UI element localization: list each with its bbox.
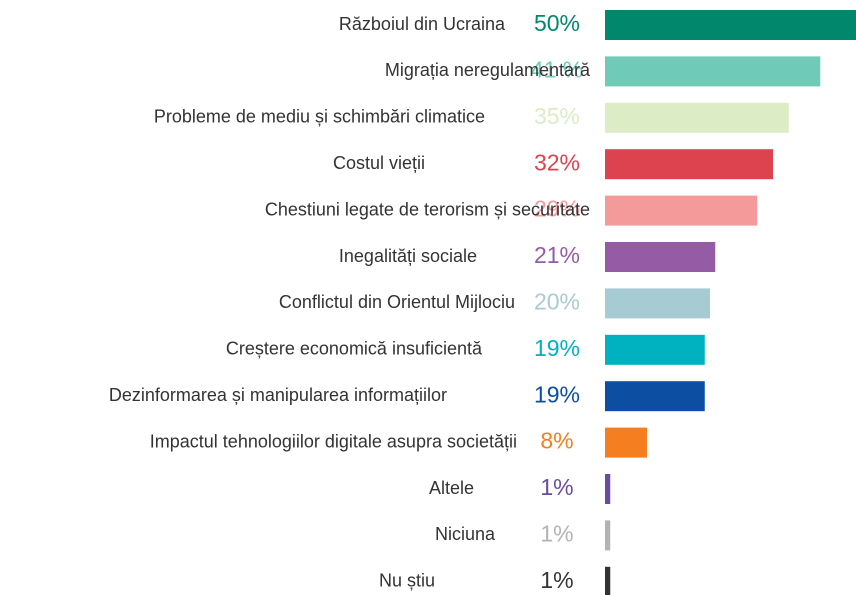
- bar: [605, 474, 611, 504]
- value-label: 50%: [534, 10, 580, 36]
- category-label: Impactul tehnologiilor digitale asupra s…: [150, 431, 517, 451]
- value-label: 35%: [534, 103, 580, 129]
- bar: [605, 242, 716, 272]
- value-label: 8%: [540, 428, 573, 454]
- bar: [605, 10, 856, 40]
- bar: [605, 520, 611, 551]
- value-label: 20%: [534, 288, 580, 314]
- bar: [605, 566, 611, 595]
- category-label: Altele: [429, 478, 474, 498]
- bar: [605, 102, 789, 133]
- bar: [605, 149, 773, 180]
- value-label: 41 %: [531, 56, 583, 82]
- value-label: 1%: [540, 474, 573, 500]
- value-label: 21%: [534, 242, 580, 268]
- value-label: 19%: [534, 335, 580, 361]
- category-label: Niciuna: [435, 524, 496, 544]
- category-label: Conflictul din Orientul Mijlociu: [279, 292, 515, 312]
- bar: [605, 427, 647, 458]
- bar: [605, 381, 705, 412]
- value-label: 1%: [540, 520, 573, 546]
- bar: [605, 56, 821, 87]
- category-label: Dezinformarea și manipularea informațiil…: [109, 385, 447, 405]
- bar: [605, 334, 705, 365]
- category-label: Inegalități sociale: [339, 246, 477, 266]
- value-label: 32%: [534, 149, 580, 175]
- bar: [605, 195, 758, 226]
- value-label: 19%: [534, 381, 580, 407]
- bar: [605, 288, 710, 319]
- value-label: 29%: [534, 196, 580, 222]
- category-label: Probleme de mediu și schimbări climatice: [154, 107, 485, 127]
- category-label: Nu știu: [379, 571, 435, 591]
- category-label: Costul vieții: [333, 153, 425, 173]
- category-label: Migrația neregulamentară: [385, 60, 591, 80]
- category-label: Chestiuni legate de terorism și securita…: [265, 199, 590, 219]
- category-label: Creștere economică insuficientă: [226, 339, 483, 359]
- value-label: 1%: [540, 567, 573, 593]
- category-label: Războiul din Ucraina: [339, 14, 506, 34]
